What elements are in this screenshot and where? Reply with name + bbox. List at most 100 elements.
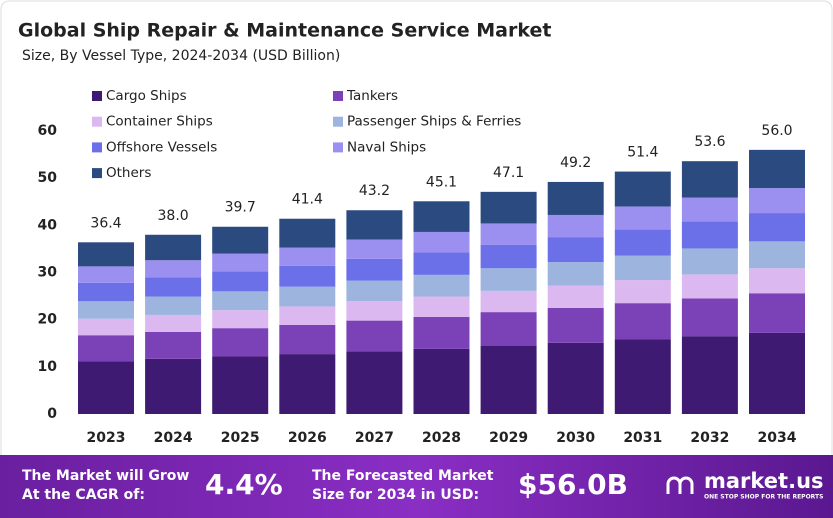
bar-segment	[346, 301, 403, 321]
bar-segment	[212, 310, 269, 329]
bar-segment	[681, 221, 738, 249]
bar-segment	[681, 274, 738, 299]
bar-segment	[480, 345, 537, 414]
x-tick-label: 2024	[154, 430, 193, 446]
bar-segment	[614, 280, 671, 304]
bar-segment	[480, 312, 537, 346]
cagr-text: The Market will Grow	[22, 468, 189, 484]
x-tick-label: 2028	[422, 430, 461, 446]
bar-segment	[78, 242, 134, 267]
bar-segment	[480, 223, 537, 245]
y-tick-label: 30	[38, 265, 58, 281]
forecast-text: The Forecasted Market	[312, 468, 494, 484]
bar-segment	[681, 298, 738, 337]
bar-segment	[547, 214, 604, 238]
bar-segment	[346, 320, 403, 352]
legend-label: Offshore Vessels	[106, 139, 217, 155]
footer-banner	[0, 455, 833, 518]
y-tick-label: 20	[38, 312, 58, 328]
legend-label: Passenger Ships & Ferries	[347, 114, 521, 130]
y-tick-label: 0	[47, 406, 57, 422]
bar-segment	[480, 191, 537, 224]
total-label: 43.2	[359, 183, 390, 199]
bar-segment	[547, 237, 604, 263]
bar-segment	[480, 268, 537, 291]
bar-segment	[413, 201, 470, 232]
x-tick-label: 2026	[288, 430, 327, 446]
total-label: 38.0	[158, 208, 189, 224]
legend-swatch	[333, 91, 343, 101]
legend-swatch	[92, 91, 102, 101]
bar-segment	[413, 296, 470, 317]
legend-swatch	[92, 116, 102, 127]
y-tick-label: 60	[38, 123, 58, 139]
bar-segment	[279, 218, 336, 248]
x-tick-label: 2034	[758, 430, 797, 446]
x-tick-label: 2029	[489, 430, 528, 446]
bar-segment	[480, 244, 537, 269]
bar-segment	[145, 260, 202, 278]
bar-segment	[480, 290, 537, 313]
x-tick-label: 2023	[87, 430, 126, 446]
x-tick-label: 2031	[623, 430, 662, 446]
bar-segment	[413, 316, 470, 349]
bar-segment	[78, 335, 134, 362]
total-label: 36.4	[90, 215, 121, 231]
bar-segment	[145, 331, 202, 359]
bar-segment	[346, 239, 403, 259]
legend-label: Others	[106, 165, 151, 181]
bar-segment	[547, 307, 604, 343]
x-tick-label: 2032	[690, 430, 729, 446]
x-tick-label: 2027	[355, 430, 394, 446]
forecast-text: Size for 2034 in USD:	[312, 487, 479, 503]
brand-name: market.us	[704, 469, 824, 493]
total-label: 53.6	[694, 134, 725, 150]
bar-segment	[145, 234, 202, 261]
bar-segment	[279, 306, 336, 325]
legend-label: Cargo Ships	[106, 88, 187, 104]
cagr-text: At the CAGR of:	[22, 487, 145, 503]
total-label: 51.4	[627, 145, 658, 161]
bar-segment	[681, 197, 738, 222]
bar-segment	[212, 271, 269, 292]
bar-segment	[145, 358, 202, 414]
legend-swatch	[333, 142, 343, 153]
legend-swatch	[92, 168, 102, 179]
bar-segment	[614, 229, 671, 256]
total-label: 41.4	[292, 192, 323, 208]
legend-label: Container Ships	[106, 114, 213, 130]
bar-segment	[614, 255, 671, 281]
cagr-value: 4.4%	[205, 468, 283, 501]
bar-segment	[346, 210, 403, 240]
bar-segment	[749, 149, 805, 189]
x-tick-label: 2025	[221, 430, 260, 446]
bar-segment	[413, 274, 470, 297]
bar-segment	[681, 161, 738, 198]
bar-segment	[547, 285, 604, 308]
bar-segment	[145, 314, 202, 332]
bar-segment	[78, 361, 134, 414]
bar-segment	[212, 328, 269, 357]
legend-label: Naval Ships	[347, 139, 426, 155]
total-label: 49.2	[560, 155, 591, 171]
bar-segment	[614, 206, 671, 230]
bar-segment	[749, 293, 805, 333]
bar-segment	[78, 282, 134, 302]
bar-segment	[749, 213, 805, 242]
bar-segment	[212, 253, 269, 272]
chart-subtitle: Size, By Vessel Type, 2024-2034 (USD Bil…	[22, 48, 340, 64]
bar-segment	[212, 226, 269, 254]
bar-segment	[212, 356, 269, 414]
legend-label: Tankers	[346, 88, 398, 104]
bar-segment	[614, 303, 671, 340]
y-tick-label: 10	[38, 359, 58, 375]
bar-segment	[413, 231, 470, 253]
bar-segment	[749, 188, 805, 214]
bar-segment	[547, 342, 604, 414]
bar-segment	[749, 332, 805, 414]
bar-segment	[145, 277, 202, 297]
bar-segment	[78, 266, 134, 283]
legend-swatch	[92, 142, 102, 153]
bar-segment	[614, 171, 671, 207]
